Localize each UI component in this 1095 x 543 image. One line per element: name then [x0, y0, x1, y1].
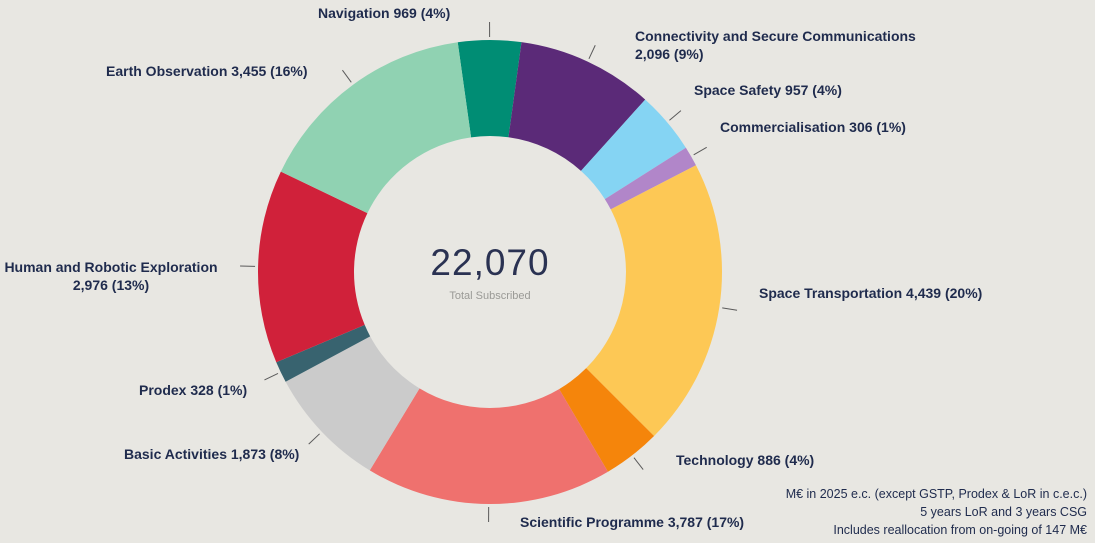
label-line: Navigation 969 (4%) — [318, 5, 451, 21]
label-scientific-programme: Scientific Programme 3,787 (17%) — [520, 513, 744, 531]
footnote-line: 5 years LoR and 3 years CSG — [920, 505, 1087, 519]
label-connectivity: Connectivity and Secure Communications 2,… — [635, 27, 916, 63]
label-line: Basic Activities 1,873 (8%) — [124, 446, 300, 462]
slice-space-transportation[interactable] — [586, 165, 723, 437]
slice-commercialisation[interactable] — [604, 147, 696, 210]
leader-line-space-safety — [669, 110, 682, 121]
footnote-line: Includes reallocation from on-going of 1… — [833, 523, 1087, 537]
label-commercialisation: Commercialisation 306 (1%) — [720, 118, 906, 136]
leader-line-connectivity — [588, 45, 596, 60]
leader-line-commercialisation — [693, 146, 707, 156]
label-line: Scientific Programme 3,787 (17%) — [520, 514, 745, 530]
label-line: Commercialisation 306 (1%) — [720, 119, 906, 135]
label-line: Connectivity and Secure Communications — [635, 28, 916, 44]
label-space-safety: Space Safety 957 (4%) — [694, 81, 842, 99]
label-earth-observation: Earth Observation 3,455 (16%) — [106, 62, 308, 80]
total-value: 22,070 — [430, 242, 550, 283]
leader-line-space-transportation — [722, 307, 738, 311]
slice-navigation[interactable] — [457, 40, 522, 138]
leader-line-prodex — [264, 372, 279, 381]
total-label: Total Subscribed — [449, 290, 531, 302]
label-line: Earth Observation 3,455 (16%) — [106, 63, 308, 79]
slice-prodex[interactable] — [276, 324, 371, 382]
leader-line-basic-activities — [308, 433, 320, 445]
label-line: Space Safety 957 (4%) — [694, 82, 842, 98]
footnotes: M€ in 2025 e.c. (except GSTP, Prodex & L… — [786, 485, 1087, 539]
label-navigation: Navigation 969 (4%) — [318, 4, 450, 22]
label-technology: Technology 886 (4%) — [676, 451, 814, 469]
slice-technology[interactable] — [559, 368, 655, 472]
slice-basic-activities[interactable] — [285, 336, 420, 471]
label-line: 2,096 (9%) — [635, 46, 704, 62]
label-prodex: Prodex 328 (1%) — [139, 381, 247, 399]
slice-earth-observation[interactable] — [280, 42, 472, 214]
label-line: Space Transportation 4,439 (20%) — [759, 285, 983, 301]
label-line: Prodex 328 (1%) — [139, 382, 248, 398]
label-basic-activities: Basic Activities 1,873 (8%) — [124, 445, 299, 463]
leader-line-technology — [633, 457, 644, 470]
footnote-line: M€ in 2025 e.c. (except GSTP, Prodex & L… — [785, 487, 1087, 501]
leader-line-earth-observation — [342, 69, 352, 83]
slice-connectivity[interactable] — [508, 42, 646, 171]
slice-scientific-programme[interactable] — [369, 388, 608, 504]
chart-center: 22,070 Total Subscribed — [430, 242, 549, 302]
label-line: 2,976 (13%) — [72, 277, 150, 293]
label-space-transportation: Space Transportation 4,439 (20%) — [759, 284, 982, 302]
label-line: Technology 886 (4%) — [676, 452, 815, 468]
label-human-robotic-exploration: Human and Robotic Exploration 2,976 (13%) — [2, 258, 220, 294]
slice-space-safety[interactable] — [580, 99, 686, 200]
slice-human-robotic-exploration[interactable] — [258, 171, 368, 363]
label-line: Human and Robotic Exploration — [4, 259, 218, 275]
